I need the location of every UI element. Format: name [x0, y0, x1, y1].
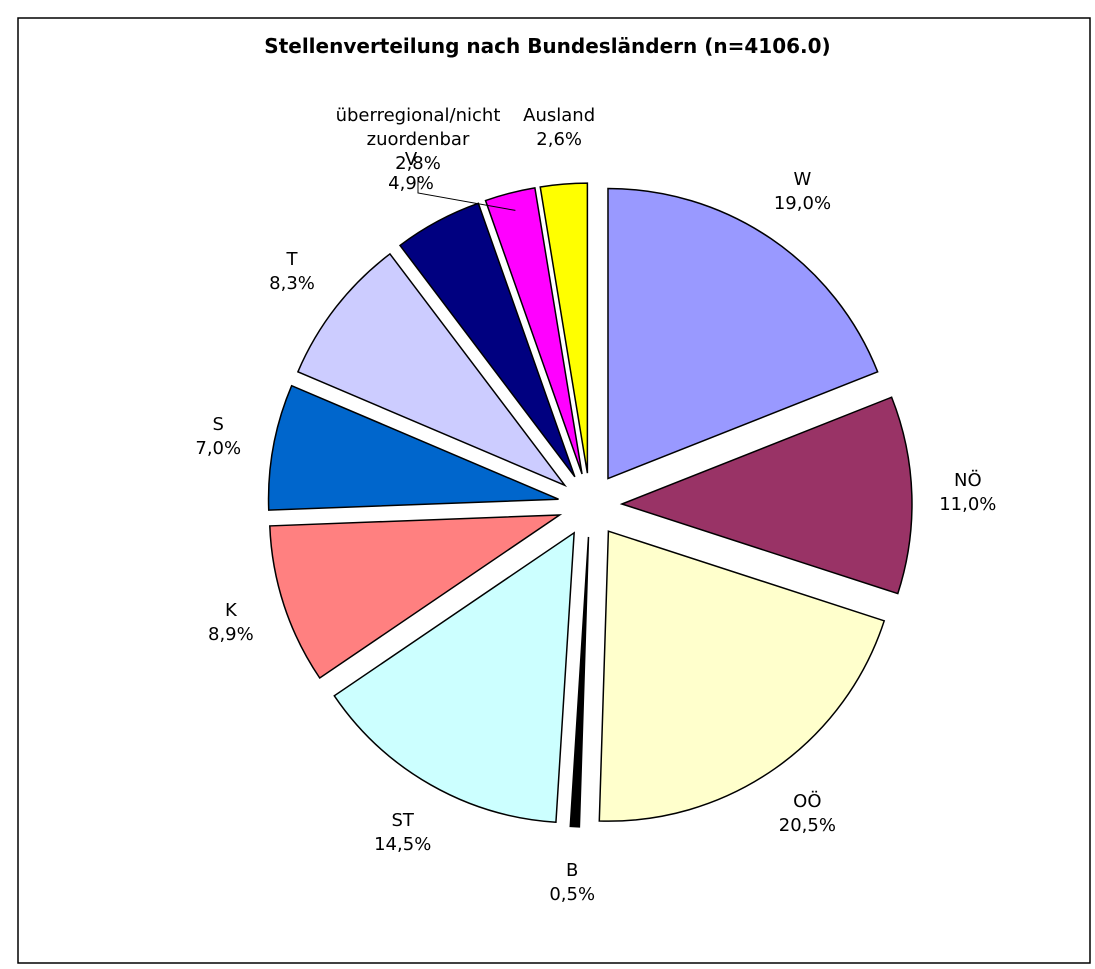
chart-title: Stellenverteilung nach Bundesländern (n=… [264, 34, 831, 58]
category-label: ST [391, 810, 414, 832]
category-label: T [286, 249, 298, 271]
category-label: Ausland [523, 105, 596, 127]
leader-line [417, 177, 516, 211]
slice-label: überregional/nicht zuordenbar 2,8% [303, 104, 533, 176]
pie-slice [539, 182, 589, 474]
value-label: 8,3% [269, 273, 315, 295]
pie-slice [619, 396, 913, 595]
pie-slice [296, 252, 568, 488]
slice-label: NÖ 11,0% [939, 469, 996, 517]
slice-label: B 0,5% [549, 859, 595, 907]
slice-label: ST 14,5% [374, 809, 431, 857]
category-label: K [224, 599, 237, 621]
category-label: NÖ [953, 470, 982, 492]
value-label: 2,6% [536, 129, 583, 151]
category-label: S [212, 413, 224, 435]
slice-label: S 7,0% [195, 413, 241, 461]
value-label: 4,9% [388, 173, 434, 195]
value-label: 11,0% [939, 494, 997, 516]
value-label: 0,5% [549, 883, 596, 905]
pie-slice [607, 187, 879, 480]
category-label: B [566, 859, 579, 881]
pie-slice [484, 187, 583, 475]
slice-label: Ausland 2,6% [523, 104, 595, 152]
pie-slice [569, 536, 590, 828]
value-label: 8,9% [207, 623, 254, 645]
category-label: V [404, 149, 418, 171]
value-label: 19,0% [773, 193, 832, 215]
value-label: 7,0% [195, 437, 242, 459]
slice-label: V 4,9% [388, 148, 434, 196]
slice-label: W 19,0% [774, 168, 831, 216]
pie-slice [269, 514, 563, 680]
pie-slice [267, 384, 559, 511]
slice-label: OÖ 20,5% [779, 790, 836, 838]
value-label: 14,5% [374, 834, 432, 856]
pie-slice [333, 531, 575, 824]
category-label: OÖ [793, 791, 822, 813]
value-label: 20,5% [778, 815, 836, 837]
pie-slice [598, 530, 886, 822]
category-label: W [793, 169, 812, 191]
slice-label: K 8,9% [208, 599, 254, 647]
category-label: überregional/nicht zuordenbar [335, 105, 501, 150]
slice-label: T 8,3% [269, 248, 315, 296]
value-label: 2,8% [395, 153, 441, 174]
